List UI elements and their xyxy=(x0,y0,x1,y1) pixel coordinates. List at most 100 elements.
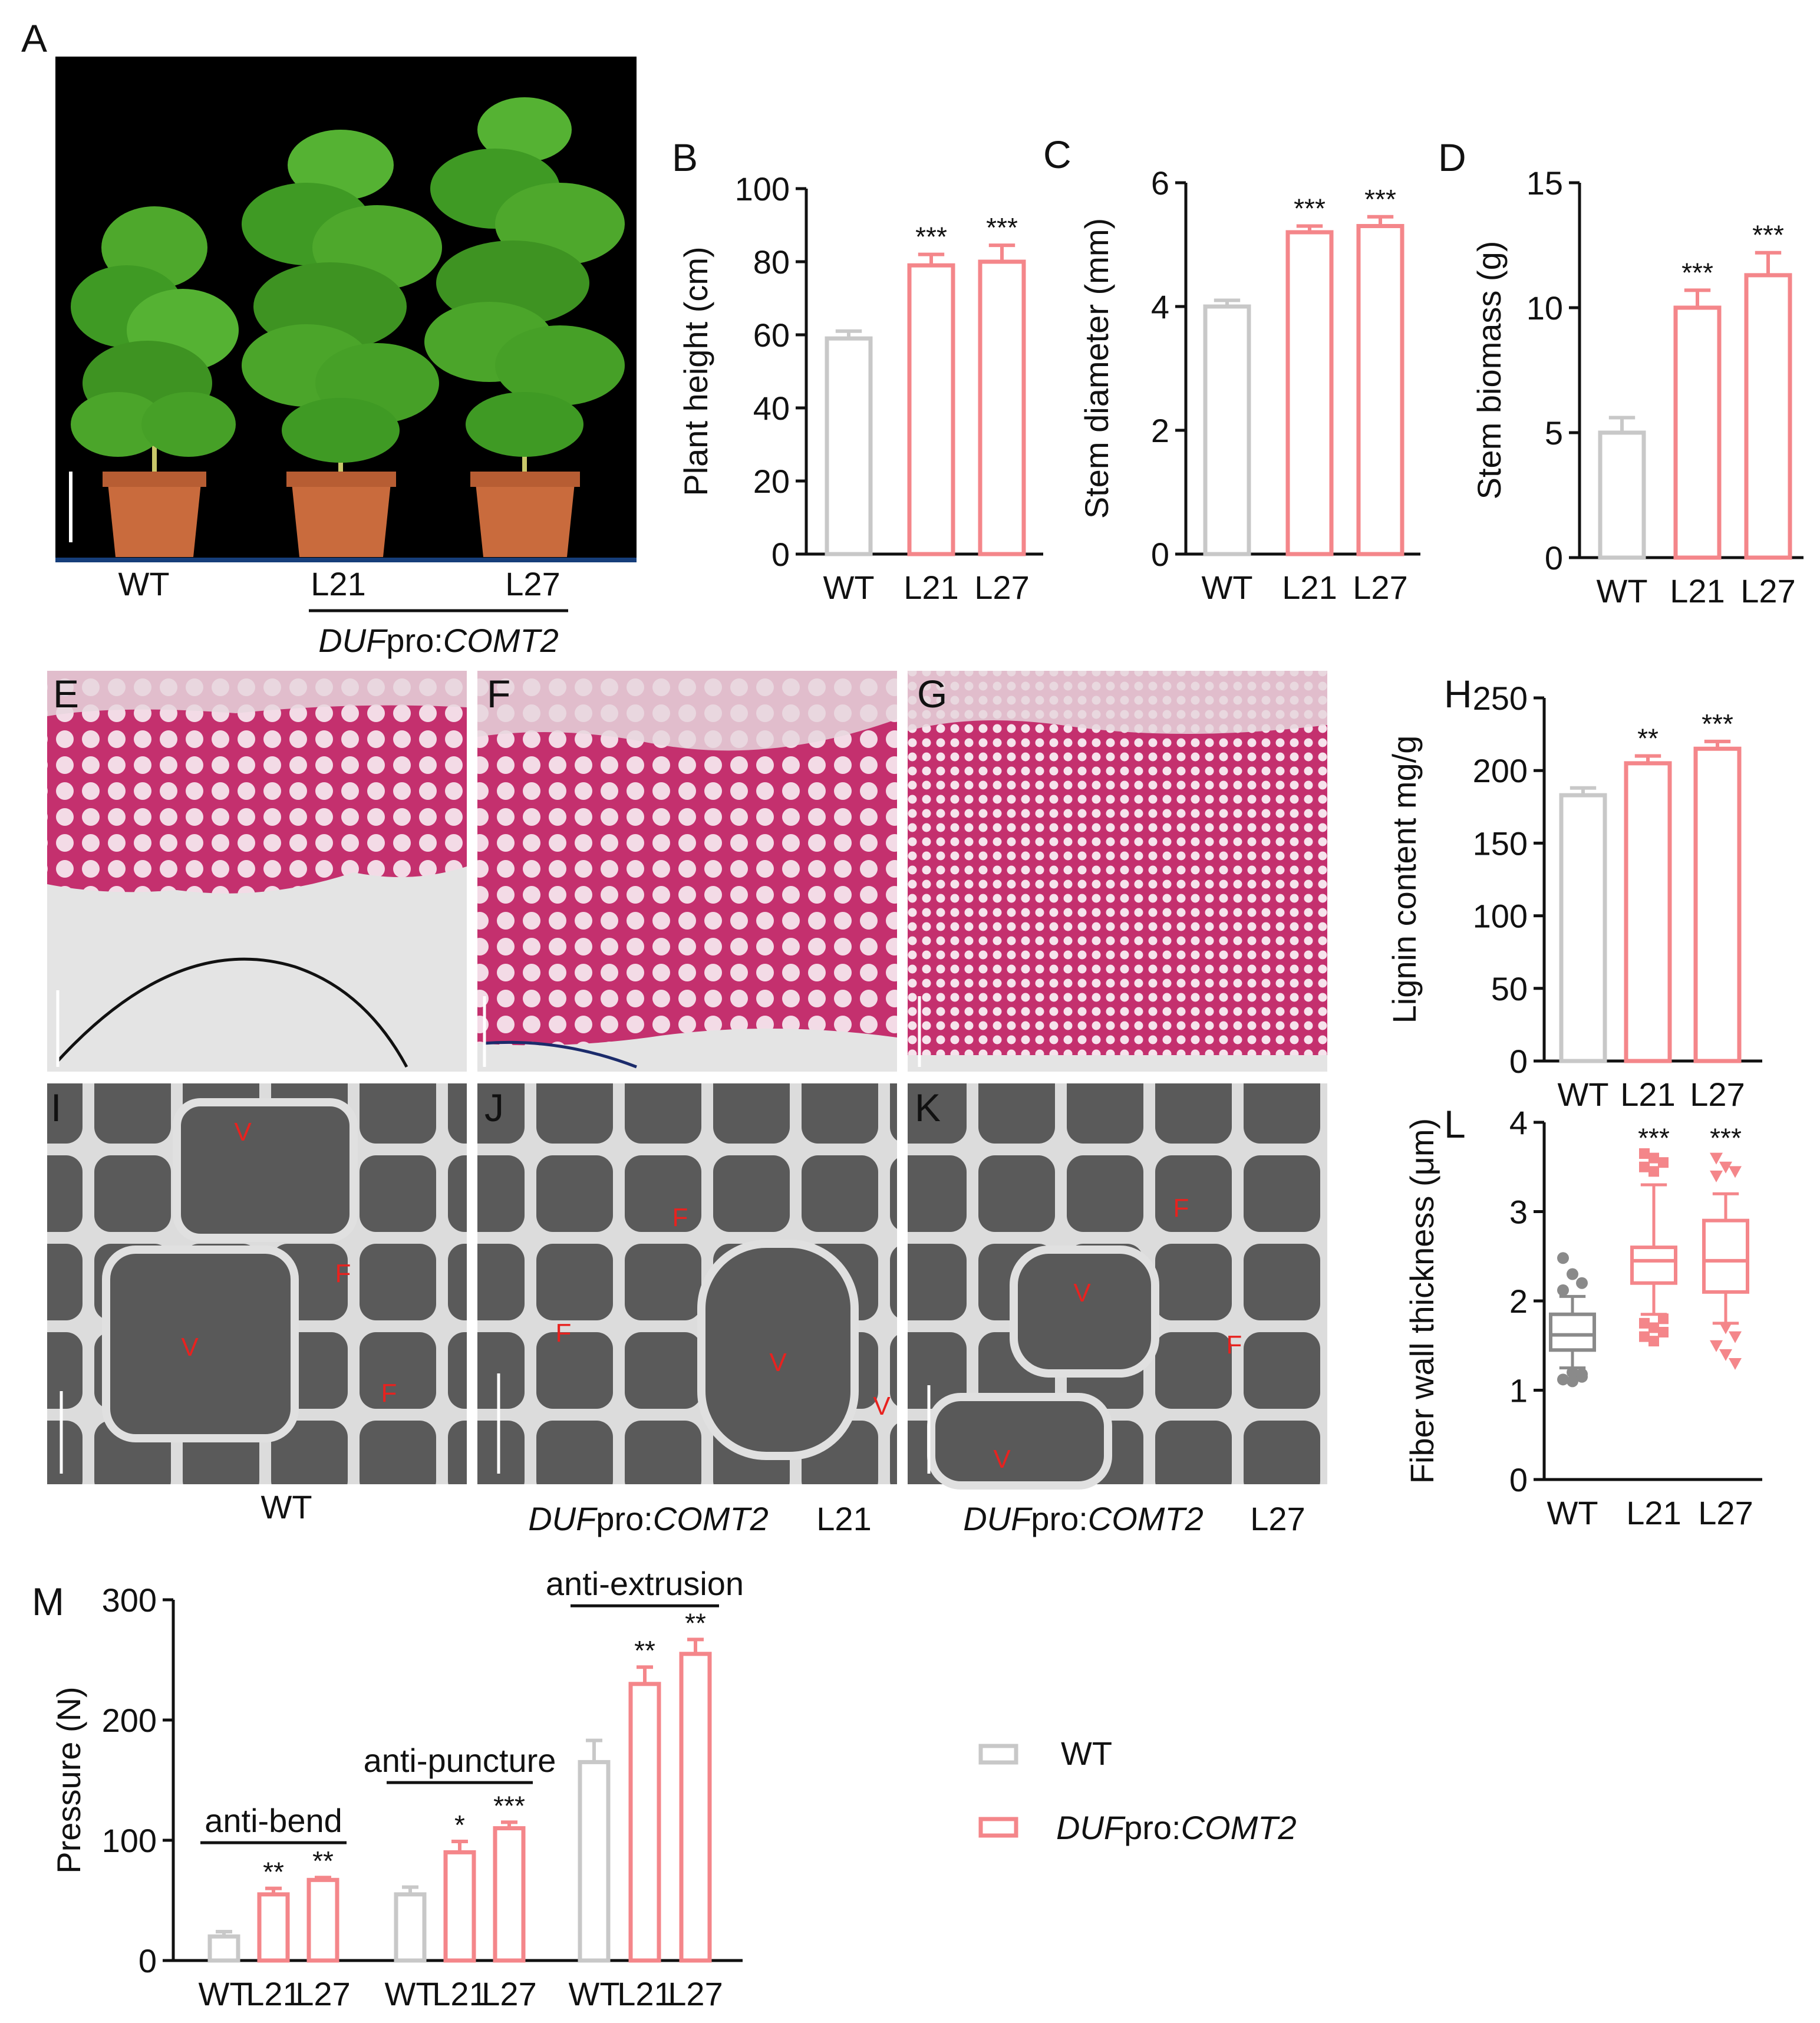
panel-letter-d: D xyxy=(1438,136,1466,179)
marker-vessel: V xyxy=(769,1348,787,1377)
panel-letter-m: M xyxy=(32,1580,64,1623)
panel-letter-j: J xyxy=(484,1086,504,1129)
y-tick-label: 60 xyxy=(753,317,790,354)
x-tick-label: WT xyxy=(1201,569,1252,606)
y-tick-label: 0 xyxy=(1509,1461,1528,1498)
y-tick-label: 40 xyxy=(753,390,790,427)
caption-l27: L27 xyxy=(1250,1500,1305,1537)
caption-wt: WT xyxy=(261,1488,312,1526)
y-axis-label: Stem diameter (mm) xyxy=(1078,218,1115,519)
x-tick-label: L27 xyxy=(295,1975,350,2012)
legend-text-part: pro: xyxy=(1124,1809,1181,1846)
panel-j: J F F V V xyxy=(477,1083,897,1484)
significance-label: *** xyxy=(986,212,1018,243)
y-tick-label: 0 xyxy=(1151,536,1169,573)
label-l21: L21 xyxy=(311,565,365,602)
x-tick-label: WT xyxy=(1547,1494,1598,1531)
x-tick-label: L21 xyxy=(1282,569,1337,606)
panel-k: K F V F V xyxy=(908,1083,1327,1490)
bar xyxy=(1693,746,1742,1063)
marker-fiber: F xyxy=(672,1203,688,1232)
outlier-point xyxy=(1729,1331,1742,1343)
x-tick-label: WT xyxy=(568,1975,619,2012)
significance-label: ** xyxy=(263,1857,284,1887)
outlier-point xyxy=(1648,1322,1659,1333)
outlier-point xyxy=(1729,1166,1742,1178)
panel-letter-c: C xyxy=(1043,133,1071,176)
y-tick-label: 250 xyxy=(1473,680,1528,717)
outlier-point xyxy=(1648,1166,1659,1177)
chart-fiber-wall-thickness: 0 1 2 3 4 Fiber wall thickness (μm) WT *** L21 **… xyxy=(1403,1104,1762,1531)
marker-vessel: V xyxy=(993,1445,1011,1474)
y-tick-label: 6 xyxy=(1151,164,1169,202)
chart-stem-diameter: 0 2 4 6 Stem diameter (mm) WT *** L21 *** L27 xyxy=(1078,164,1420,606)
box xyxy=(1630,1246,1677,1285)
x-tick-label: WT xyxy=(384,1975,436,2012)
outlier-point xyxy=(1639,1317,1650,1329)
outlier-point xyxy=(1658,1313,1669,1324)
significance-label: ** xyxy=(634,1635,655,1666)
y-tick-label: 300 xyxy=(102,1582,157,1619)
outlier-point xyxy=(1567,1366,1578,1379)
y-tick-label: 15 xyxy=(1526,164,1563,202)
y-axis-label: Pressure (N) xyxy=(50,1686,87,1873)
caption-l21: L21 xyxy=(816,1500,871,1537)
x-tick-label: L27 xyxy=(1353,569,1407,606)
y-tick-label: 2 xyxy=(1151,412,1169,449)
x-tick-label: L21 xyxy=(432,1975,487,2012)
bar xyxy=(1356,224,1404,556)
y-axis-label: Fiber wall thickness (μm) xyxy=(1403,1118,1440,1484)
y-axis-label: Stem biomass (g) xyxy=(1470,241,1508,500)
x-tick-label: WT xyxy=(198,1975,249,2012)
y-tick-label: 200 xyxy=(102,1702,157,1739)
significance-label: ** xyxy=(685,1607,706,1638)
outlier-point xyxy=(1576,1368,1588,1380)
x-tick-label: L21 xyxy=(1620,1076,1675,1113)
chart-lignin-content: 0 50 100 150 200 250 Lignin content mg/g WT ** L2… xyxy=(1386,680,1762,1113)
x-tick-label: WT xyxy=(1557,1076,1608,1113)
x-tick-label: L27 xyxy=(668,1975,723,2012)
significance-label: *** xyxy=(1638,1122,1670,1153)
x-tick-label: L21 xyxy=(904,569,958,606)
y-axis-label: Lignin content mg/g xyxy=(1386,736,1423,1024)
y-tick-label: 150 xyxy=(1473,825,1528,862)
label-wt: WT xyxy=(118,565,169,602)
marker-fiber: F xyxy=(1173,1194,1189,1223)
panel-letter-e: E xyxy=(53,672,79,716)
y-tick-label: 50 xyxy=(1491,970,1528,1007)
y-tick-label: 100 xyxy=(735,170,790,207)
significance-label: *** xyxy=(1752,220,1784,251)
panel-letter-k: K xyxy=(915,1086,941,1129)
section-f-xylem xyxy=(477,671,897,1046)
outlier-point xyxy=(1710,1340,1723,1352)
plant-l21-illustration xyxy=(242,130,442,557)
box xyxy=(1702,1218,1749,1294)
outlier-point xyxy=(1639,1161,1650,1172)
y-tick-label: 100 xyxy=(1473,898,1528,935)
panel-f: F xyxy=(477,671,897,1072)
legend-text-part: DUF xyxy=(1056,1809,1126,1846)
panel-letter-l: L xyxy=(1444,1102,1466,1146)
panel-e: E xyxy=(47,671,467,1072)
outlier-point xyxy=(1557,1252,1569,1264)
significance-label: *** xyxy=(1710,1122,1742,1153)
construct-label: DUFpro:COMT2 xyxy=(318,622,559,659)
bar xyxy=(394,1892,427,1963)
panel-letter-a: A xyxy=(21,17,47,60)
x-tick-label: WT xyxy=(823,569,874,606)
bar xyxy=(1744,273,1792,560)
chart-stem-biomass: 0 5 10 15 Stem biomass (g) WT *** L21 *** L27 xyxy=(1470,164,1803,609)
marker-vessel: V xyxy=(234,1118,252,1146)
significance-label: ** xyxy=(312,1846,334,1876)
bar xyxy=(679,1652,712,1963)
legend-label-wt: WT xyxy=(1061,1735,1112,1772)
section-e-xylem xyxy=(47,671,467,894)
x-tick-label: L27 xyxy=(1698,1494,1753,1531)
bar xyxy=(1559,793,1607,1063)
label-l27: L27 xyxy=(505,565,560,602)
significance-label: *** xyxy=(915,222,947,252)
marker-fiber: F xyxy=(556,1319,572,1347)
y-tick-label: 0 xyxy=(139,1942,157,1979)
outlier-point xyxy=(1639,1148,1650,1159)
bar xyxy=(306,1877,339,1963)
